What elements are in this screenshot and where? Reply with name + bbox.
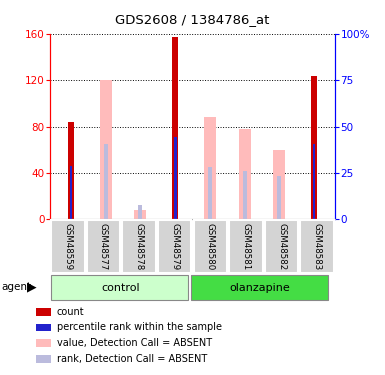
FancyBboxPatch shape [191,275,328,300]
Bar [104,144,108,219]
Text: value, Detection Call = ABSENT: value, Detection Call = ABSENT [57,338,212,348]
Text: percentile rank within the sample: percentile rank within the sample [57,322,222,333]
Bar [100,80,112,219]
Bar [277,177,281,219]
Bar [36,355,50,363]
Bar [273,150,285,219]
Text: GSM48583: GSM48583 [313,223,321,270]
Text: agent: agent [1,282,31,292]
Text: GDS2608 / 1384786_at: GDS2608 / 1384786_at [116,13,270,26]
FancyBboxPatch shape [265,220,298,273]
Text: GSM48579: GSM48579 [170,223,179,270]
FancyBboxPatch shape [51,220,85,273]
FancyBboxPatch shape [51,275,188,300]
Text: GSM48578: GSM48578 [135,223,144,270]
Bar [172,37,178,219]
FancyBboxPatch shape [122,220,156,273]
Bar [311,75,317,219]
Text: olanzapine: olanzapine [229,283,290,293]
Bar [36,324,50,331]
Text: GSM48559: GSM48559 [64,223,72,270]
FancyBboxPatch shape [300,220,334,273]
Bar [70,166,72,219]
Text: GSM48580: GSM48580 [206,223,215,270]
FancyBboxPatch shape [229,220,263,273]
Text: GSM48581: GSM48581 [241,223,250,270]
Text: GSM48582: GSM48582 [277,223,286,270]
Bar [313,144,315,219]
Bar [174,137,176,219]
Bar [239,129,251,219]
FancyBboxPatch shape [87,220,120,273]
Bar [243,171,247,219]
Bar [36,308,50,315]
Text: control: control [101,283,140,293]
Text: GSM48577: GSM48577 [99,223,108,270]
Bar [208,167,212,219]
Text: count: count [57,307,84,317]
Bar [36,339,50,347]
Text: rank, Detection Call = ABSENT: rank, Detection Call = ABSENT [57,354,207,364]
Text: ▶: ▶ [27,281,36,294]
FancyBboxPatch shape [158,220,191,273]
Bar [138,206,142,219]
Bar [204,117,216,219]
Bar [68,122,74,219]
Bar [134,210,146,219]
FancyBboxPatch shape [194,220,227,273]
